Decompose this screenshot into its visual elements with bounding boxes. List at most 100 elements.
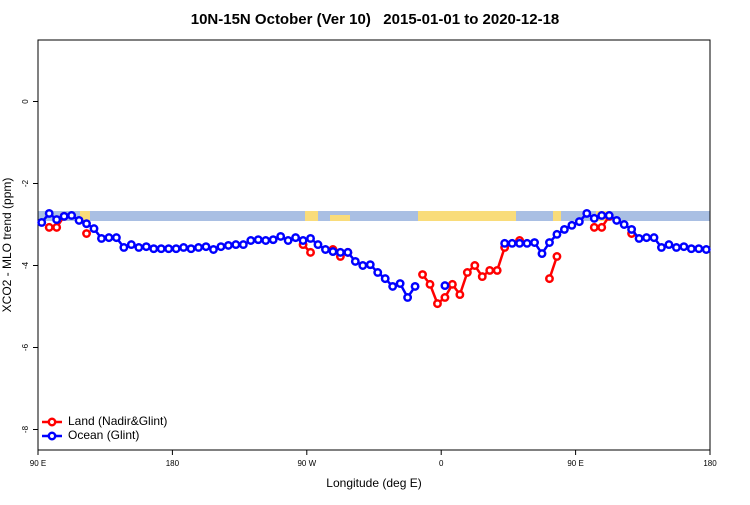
point: [500, 238, 510, 248]
point: [447, 279, 457, 289]
point: [186, 244, 196, 254]
point: [530, 238, 539, 247]
y-tick-label: -8: [21, 425, 30, 433]
point: [492, 265, 502, 275]
land-band: [553, 211, 561, 221]
point: [455, 290, 465, 300]
x-tick-label: 180: [703, 459, 717, 468]
point: [283, 236, 293, 245]
point: [74, 215, 84, 225]
point: [238, 240, 248, 250]
point: [111, 233, 121, 243]
point: [104, 233, 114, 243]
point: [276, 231, 286, 241]
y-axis-label: XCO2 - MLO trend (ppm): [0, 178, 14, 313]
legend-label: Land (Nadir&Glint): [68, 414, 167, 428]
point: [433, 299, 442, 309]
point: [246, 236, 256, 245]
point: [52, 215, 62, 225]
point: [664, 240, 674, 250]
point: [82, 219, 91, 229]
point: [425, 279, 435, 289]
point: [261, 236, 271, 245]
point: [597, 211, 607, 220]
x-axis-label: Longitude (deg E): [326, 476, 421, 490]
point: [537, 249, 547, 259]
series-line: [40, 211, 707, 300]
point: [82, 229, 91, 238]
point: [440, 281, 450, 291]
point: [395, 279, 405, 288]
point: [462, 268, 472, 277]
point: [418, 270, 427, 279]
x-tick-label: 90 W: [297, 459, 316, 468]
point: [268, 235, 278, 245]
point: [545, 238, 554, 247]
y-tick-label: -2: [21, 179, 30, 187]
y-tick-label: -4: [21, 261, 30, 269]
point: [335, 247, 345, 257]
point: [604, 211, 614, 220]
point: [313, 240, 323, 250]
point: [388, 281, 398, 291]
point: [126, 240, 136, 250]
point: [59, 211, 69, 221]
point: [89, 224, 99, 234]
x-tick-label: 180: [166, 459, 180, 468]
point: [156, 244, 166, 254]
point: [44, 208, 54, 218]
point: [373, 268, 383, 277]
point: [179, 243, 189, 252]
point: [612, 215, 622, 225]
point: [403, 293, 413, 302]
point: [350, 256, 360, 266]
x-tick-label: 90 E: [567, 459, 583, 468]
point: [410, 281, 420, 291]
point: [194, 243, 203, 252]
point: [52, 222, 62, 232]
point: [627, 224, 637, 234]
point: [321, 245, 330, 254]
point: [694, 244, 704, 254]
point: [642, 233, 651, 243]
x-tick-label: 0: [439, 459, 444, 468]
point: [209, 245, 218, 254]
point: [522, 238, 532, 248]
point: [97, 233, 106, 243]
point: [119, 243, 129, 252]
point: [343, 247, 353, 257]
point: [298, 236, 308, 245]
point: [589, 213, 599, 223]
point: [574, 217, 584, 227]
point: [223, 240, 233, 250]
point: [649, 233, 659, 243]
land-band: [418, 211, 516, 221]
point: [380, 274, 390, 284]
legend-marker: [47, 431, 57, 441]
ocean-band: [38, 211, 710, 221]
point: [470, 261, 480, 270]
point: [634, 233, 644, 243]
point: [515, 238, 525, 248]
point: [477, 272, 487, 282]
point: [358, 261, 368, 270]
point: [291, 233, 301, 243]
point: [216, 242, 226, 252]
point: [597, 222, 607, 232]
point: [134, 243, 144, 252]
point: [619, 220, 629, 229]
point: [328, 247, 338, 257]
legend-label: Ocean (Glint): [68, 428, 139, 442]
y-tick-label: -6: [21, 343, 30, 351]
y-tick-label: 0: [21, 99, 30, 104]
chart-title: 10N-15N October (Ver 10) 2015-01-01 to 2…: [191, 11, 560, 28]
x-tick-label: 90 E: [30, 459, 46, 468]
land-band: [305, 211, 318, 221]
point: [67, 211, 77, 220]
point: [253, 235, 263, 245]
point: [552, 229, 562, 239]
land-band: [80, 211, 90, 221]
point: [671, 243, 681, 252]
legend-marker: [47, 417, 57, 427]
